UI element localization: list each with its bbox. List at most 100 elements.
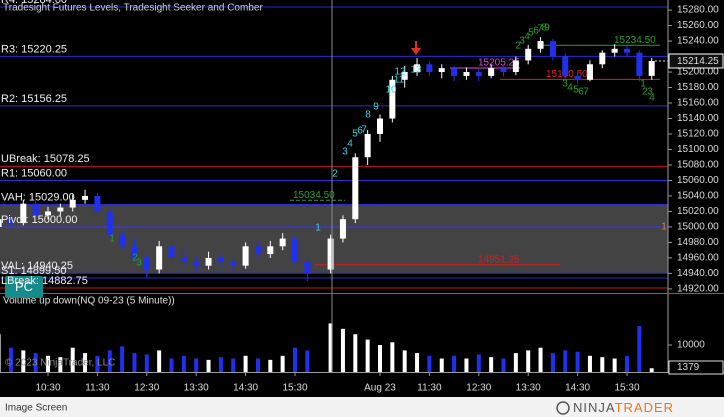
y-tick-label: 15260.00	[677, 20, 719, 31]
volume-bar	[328, 323, 333, 372]
volume-bar	[206, 359, 211, 372]
last-price: 15214.25	[677, 56, 719, 67]
seeker-count: 8	[365, 110, 371, 121]
x-tick-label: Aug 23	[364, 383, 396, 394]
seeker-count: 9	[373, 102, 379, 113]
comber-count: 5	[528, 28, 534, 39]
volume-bar	[169, 358, 174, 372]
candle-body	[549, 41, 556, 57]
candle-body	[168, 246, 175, 258]
volume-bar	[305, 350, 310, 372]
seeker-count: 3	[342, 147, 348, 158]
pc-button-label[interactable]: PC	[15, 279, 33, 294]
volume-bar	[427, 355, 432, 372]
candle-body	[611, 48, 618, 53]
volume-bar	[293, 347, 297, 372]
candle-body	[525, 48, 532, 61]
volume-bar	[649, 368, 654, 372]
volume-bar	[46, 355, 50, 372]
volume-bar	[95, 355, 100, 372]
x-tick-label: 13:30	[516, 383, 541, 394]
candle-body	[438, 68, 445, 73]
level-label: R1: 15060.00	[1, 167, 67, 179]
seeker-count: 1	[315, 223, 321, 234]
candle-body	[45, 211, 51, 216]
candle-body	[131, 246, 138, 258]
comber-count: 3	[136, 258, 142, 269]
candle-body	[304, 261, 311, 274]
seeker-count: 13	[410, 65, 422, 76]
candle-body	[156, 246, 163, 270]
volume-bar	[132, 353, 137, 372]
candle-body	[488, 68, 495, 76]
candle-body	[352, 157, 359, 220]
level-label: LBreak: 14882.75	[1, 275, 88, 287]
comber-count: 2	[132, 253, 138, 264]
comber-count: 4	[524, 32, 530, 43]
seeker-count: 2	[332, 169, 338, 180]
candle-body	[242, 246, 249, 266]
y-tick-label: 14920.00	[677, 284, 719, 295]
level-label: VAH: 15029.00	[1, 191, 75, 203]
candle-body	[401, 72, 408, 80]
volume-bar	[637, 326, 642, 372]
candle-body	[254, 246, 261, 255]
comber-count: 7	[583, 87, 589, 98]
volume-bar	[120, 346, 125, 372]
last-price-box	[668, 53, 724, 69]
volume-bar	[625, 355, 629, 372]
candle-body	[463, 72, 470, 76]
candle-body	[119, 234, 126, 247]
comber-count: 8	[541, 23, 547, 34]
level-label: R4: 15284.00	[1, 0, 67, 6]
comber-count: 3	[519, 36, 525, 47]
volume-bar	[415, 353, 420, 372]
status-text: Image Screen	[5, 403, 67, 414]
comber-count: 1	[640, 79, 646, 90]
y-tick-label: 15180.00	[677, 82, 719, 93]
pc-button-bg[interactable]	[5, 276, 43, 298]
candle-body	[267, 246, 274, 255]
volume-bar	[526, 350, 531, 372]
candle-body	[94, 195, 101, 212]
comber-count: 1	[109, 234, 115, 245]
y-tick-label: 15280.00	[677, 5, 719, 16]
candle-body	[327, 238, 334, 270]
x-tick-label: 15:30	[614, 383, 639, 394]
volume-bar	[390, 342, 395, 372]
y-tick-label: 15060.00	[677, 175, 719, 186]
candle-body	[624, 48, 630, 53]
volume-bar	[464, 358, 469, 372]
volume-bar	[575, 351, 580, 372]
candle-body	[7, 219, 14, 224]
volume-bar	[218, 357, 223, 372]
pivot-count: 1	[661, 222, 667, 233]
volume-bar	[340, 328, 345, 372]
comber-count: 7	[537, 24, 543, 35]
marker-label: 14951.25	[478, 254, 520, 265]
volume-bar	[452, 355, 457, 372]
candle-body	[512, 60, 519, 73]
last-volume: 1379	[677, 362, 700, 373]
volume-bar	[231, 358, 236, 372]
candle-body	[230, 261, 237, 266]
comber-count: 2	[515, 41, 521, 52]
brand-icon	[556, 401, 570, 415]
brand-logo: NINJATRADER	[573, 400, 674, 415]
y-tick-label: 15000.00	[677, 222, 719, 233]
volume-bar	[513, 353, 518, 372]
candle-body	[0, 219, 2, 227]
volume-bar	[489, 357, 494, 372]
x-tick-label: 11:30	[85, 383, 110, 394]
candle-body	[586, 64, 593, 80]
candle-body	[500, 68, 507, 73]
y-tick-label: 15200.00	[677, 67, 719, 78]
candle-body	[205, 257, 212, 266]
volume-bar	[255, 358, 260, 372]
candle-body	[57, 207, 64, 212]
volume-tick-label: 10000	[677, 340, 705, 351]
seeker-count: 6	[357, 126, 363, 137]
pc-button[interactable]: PC	[5, 276, 43, 298]
